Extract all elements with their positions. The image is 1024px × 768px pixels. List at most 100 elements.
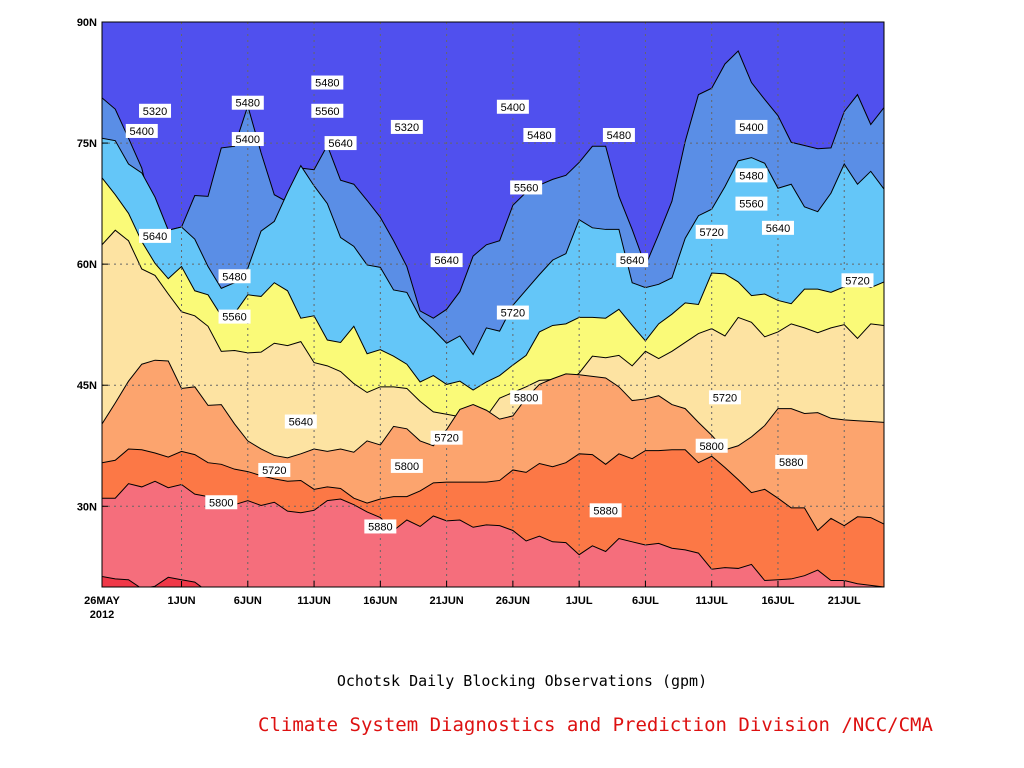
contour-label-box <box>510 180 543 195</box>
contour-label-box <box>775 454 808 469</box>
contour-label: 5480 <box>236 98 260 110</box>
contour-line-5400 <box>102 137 884 356</box>
x-tick-label: 1JUN <box>167 595 195 607</box>
contour-line-5720 <box>102 448 884 532</box>
contour-label-box <box>311 75 344 90</box>
contour-label: 5640 <box>434 255 458 267</box>
contour-label: 5720 <box>262 465 286 477</box>
axis-ticks: 26MAY 2012 1JUN 6JUN 11JUN 16JUN 21JUN 26JUN 1JU… <box>77 17 861 621</box>
contour-label-box <box>139 228 172 243</box>
contour-label-box <box>616 253 649 268</box>
x-tick-label: 26JUN <box>496 595 530 607</box>
contour-label: 5640 <box>143 231 167 243</box>
y-tick-label: 90N <box>77 17 97 29</box>
contour-line-5320 <box>102 50 884 319</box>
contour-label: 5400 <box>130 126 154 138</box>
contour-label: 5560 <box>222 312 246 324</box>
contour-label: 5800 <box>514 392 538 404</box>
contour-label-box <box>523 128 556 142</box>
contour-label: 5560 <box>739 199 763 211</box>
contour-label: 5480 <box>315 78 339 90</box>
contour-label-box <box>311 103 344 118</box>
contour-label-box <box>218 269 251 284</box>
contour-label: 5480 <box>222 271 246 283</box>
contour-label-box <box>761 220 794 235</box>
contour-line-5560 <box>102 229 884 418</box>
y-tick-label: 75N <box>77 138 97 150</box>
contour-label-box <box>390 119 423 134</box>
contour-label-box <box>205 495 238 510</box>
x-tick-label: 21JUN <box>429 595 463 607</box>
contour-label-box <box>735 119 768 134</box>
contour-labels: 5320 5400 5480 5400 5480 5560 5640 5320 5400 5480… <box>125 75 874 534</box>
contour-label: 5560 <box>315 106 339 118</box>
x-tick-label: 1JUL <box>566 595 593 607</box>
contour-label-box <box>324 136 357 151</box>
plot-frame <box>101 21 885 588</box>
grid-lines <box>102 22 884 587</box>
contour-label: 5720 <box>434 433 458 445</box>
contour-label: 5320 <box>143 106 167 118</box>
contour-label: 5720 <box>501 308 525 320</box>
contour-label-box <box>430 253 463 268</box>
chart-subtitle: Ochotsk Daily Blocking Observations (gpm… <box>336 672 708 690</box>
contour-label-box <box>139 103 172 118</box>
contour-label-box <box>258 462 291 477</box>
x-tick-label: 16JUL <box>761 595 794 607</box>
contour-label-box <box>125 123 158 138</box>
credit-line: Climate System Diagnostics and Predictio… <box>258 714 933 736</box>
x-tick-label: 26MAY <box>84 595 120 607</box>
contour-label-box <box>364 519 397 534</box>
y-tick-label: 60N <box>77 259 97 271</box>
contour-label-box <box>708 390 741 405</box>
contour-label-box <box>602 128 635 142</box>
contour-label-box <box>218 309 251 324</box>
contour-label: 5720 <box>713 392 737 404</box>
contour-label: 5320 <box>395 122 419 134</box>
x-tick-label: 11JUL <box>695 595 728 607</box>
band-fill-5800 <box>102 481 884 587</box>
contour-label-box <box>231 132 264 147</box>
contour-label-box <box>735 168 768 183</box>
x-tick-label: 6JUN <box>234 595 262 607</box>
contour-label: 5480 <box>739 170 763 182</box>
contour-label-box <box>430 430 463 445</box>
contour-label-box <box>841 273 874 288</box>
y-tick-label: 30N <box>77 501 97 513</box>
contour-label: 5640 <box>328 138 352 150</box>
contour-label: 5880 <box>779 457 803 469</box>
contour-label-box <box>496 99 529 114</box>
contour-label: 5480 <box>607 130 631 142</box>
contour-label: 5400 <box>501 102 525 114</box>
contour-label: 5880 <box>593 505 617 517</box>
contour-label: 5640 <box>289 417 313 429</box>
contour-label: 5800 <box>699 441 723 453</box>
contour-bands <box>102 22 884 587</box>
contour-label-box <box>695 224 728 239</box>
contour-label: 5720 <box>699 227 723 239</box>
x-tick-year: 2012 <box>90 609 114 621</box>
contour-label: 5480 <box>527 130 551 142</box>
contour-label-box <box>284 414 317 429</box>
contour-label-box <box>589 503 622 518</box>
contour-label-box <box>390 458 423 473</box>
contour-label: 5400 <box>739 122 763 134</box>
contour-line-5640 <box>102 359 884 459</box>
contour-label: 5400 <box>236 134 260 146</box>
x-tick-label: 6JUL <box>632 595 659 607</box>
contour-label: 5560 <box>514 182 538 194</box>
x-tick-label: 21JUL <box>828 595 861 607</box>
contour-label: 5640 <box>620 255 644 267</box>
contour-label-box <box>735 196 768 211</box>
contour-label: 5880 <box>368 521 392 533</box>
x-tick-label: 16JUN <box>363 595 397 607</box>
contour-label: 5720 <box>845 275 869 287</box>
contour-label: 5800 <box>395 461 419 473</box>
x-tick-label: 11JUN <box>297 595 331 607</box>
y-tick-label: 45N <box>77 380 97 392</box>
contour-label-box <box>231 95 264 110</box>
contour-label-box <box>695 438 728 453</box>
contour-label: 5800 <box>209 497 233 509</box>
contour-label-box <box>496 305 529 320</box>
